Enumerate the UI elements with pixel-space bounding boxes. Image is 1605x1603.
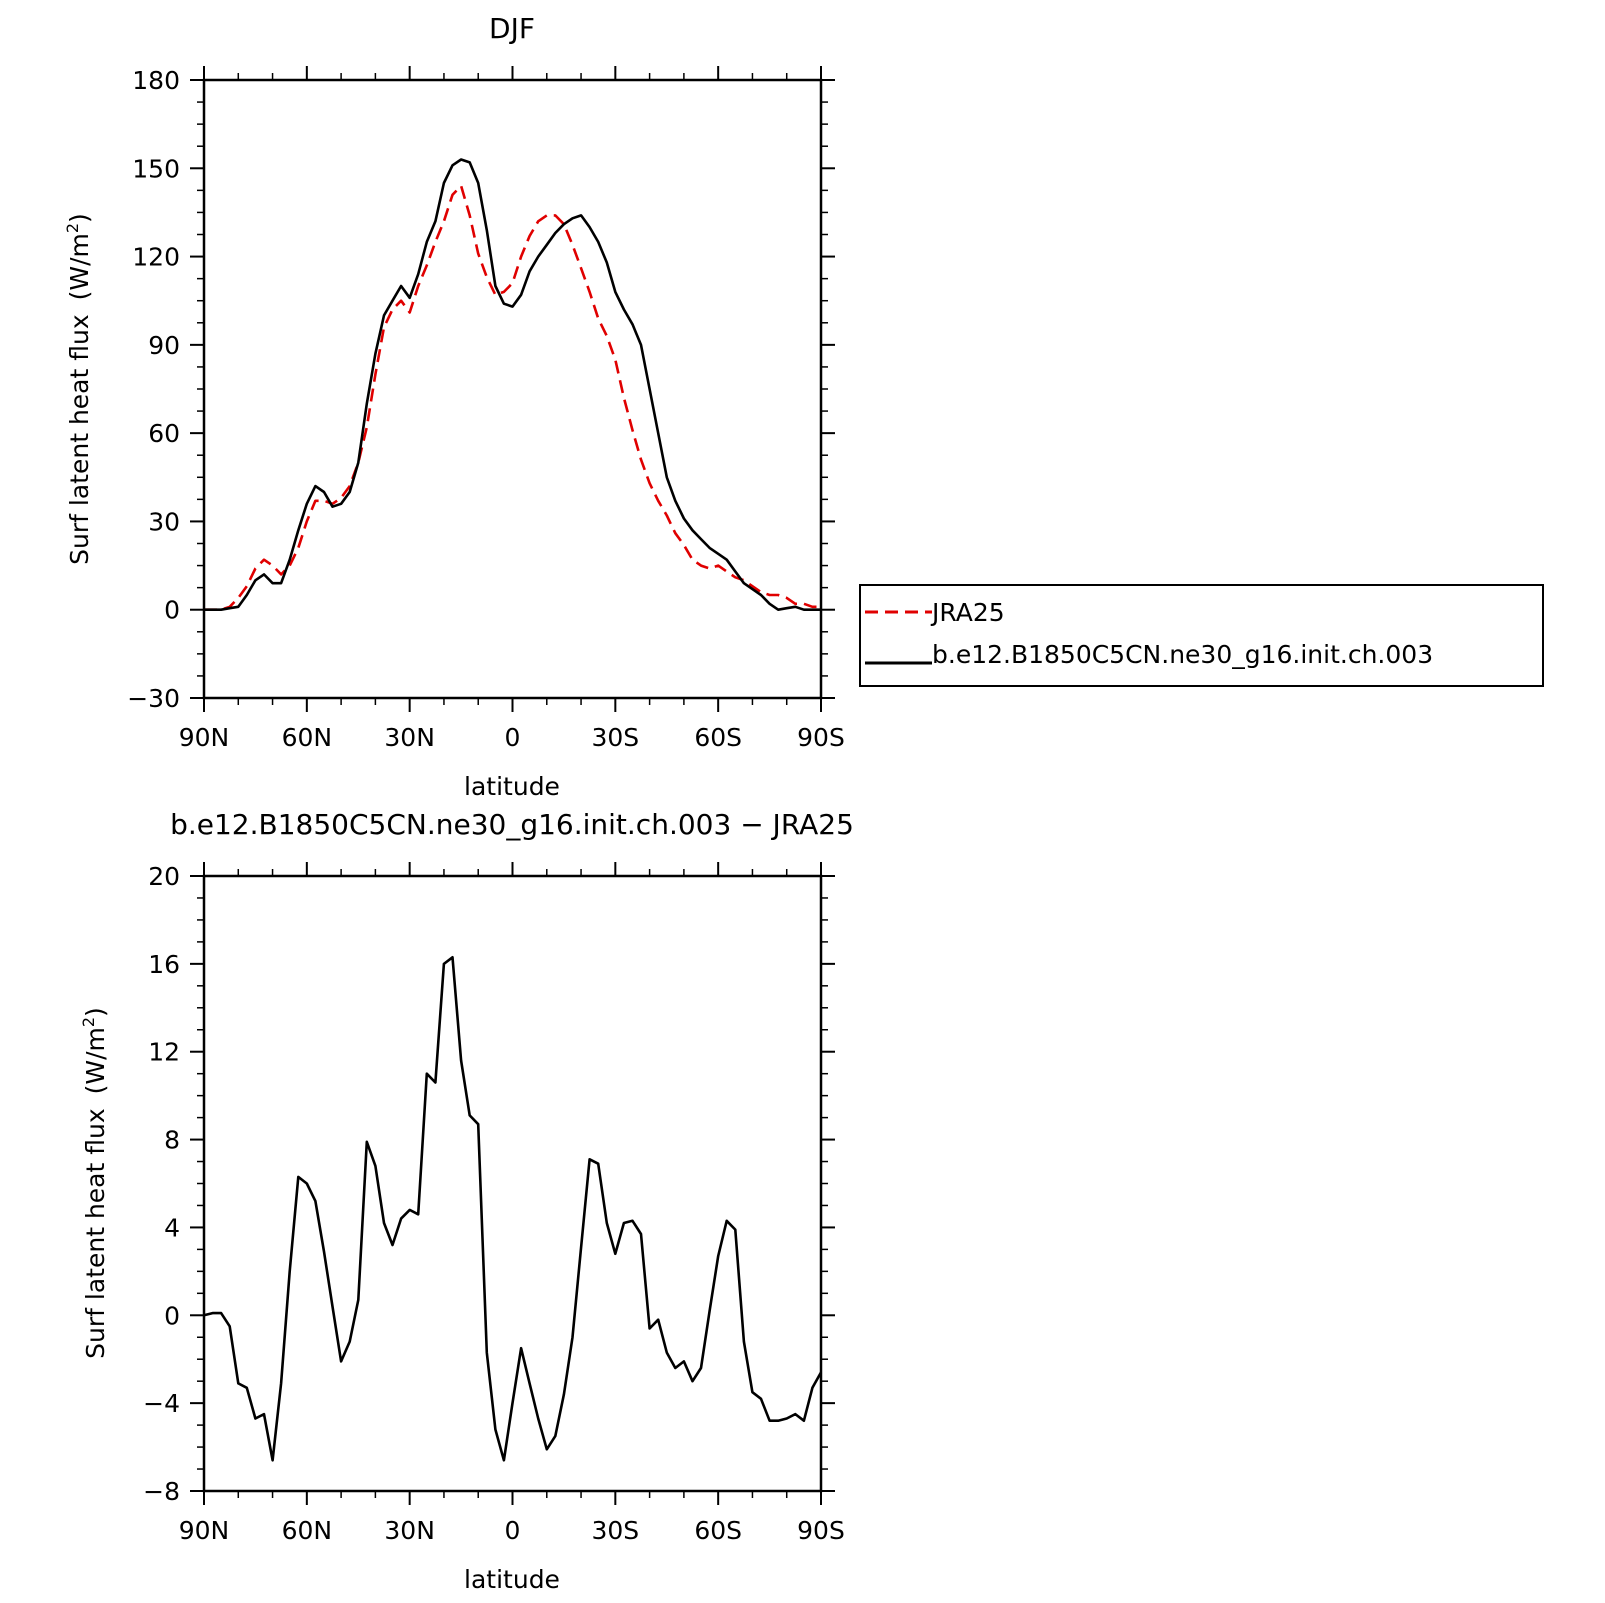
bottom-x-tick-label: 90S <box>797 1516 845 1545</box>
top-x-axis-label: latitude <box>464 772 560 801</box>
bottom-y-tick-label: 12 <box>148 1038 180 1067</box>
top-chart: DJF 90N 60N 30N 0 30S 60S 90S −30 0 30 60 90 120 150 1… <box>63 12 845 801</box>
top-y-axis-label-unit: (W/m <box>65 233 94 300</box>
top-y-tick-label: 150 <box>132 154 180 183</box>
bottom-series <box>203 955 823 1462</box>
legend-box <box>859 584 1544 687</box>
bottom-y-tick-label: −4 <box>143 1389 180 1418</box>
bottom-x-tick-label: 60N <box>282 1516 333 1545</box>
bottom-y-axis-label-close: ) <box>81 1007 110 1017</box>
top-y-tick-label: 90 <box>148 331 180 360</box>
bottom-y-tick-label: 16 <box>148 950 180 979</box>
bottom-chart-title: b.e12.B1850C5CN.ne30_g16.init.ch.003 − J… <box>170 808 854 841</box>
top-y-tick-label: 180 <box>132 66 180 95</box>
top-chart-title: DJF <box>489 12 535 45</box>
top-ticks: 90N 60N 30N 0 30S 60S 90S −30 0 30 60 90 120 150 180 <box>127 66 845 752</box>
legend-label-model: b.e12.B1850C5CN.ne30_g16.init.ch.003 <box>932 640 1433 669</box>
top-plot-frame <box>202 78 823 700</box>
bottom-y-tick-label: 20 <box>148 862 180 891</box>
top-x-tick-label: 30S <box>591 723 639 752</box>
top-y-axis-label-sup: 2 <box>63 223 82 233</box>
bottom-y-axis-label-unit: (W/m <box>81 1027 110 1094</box>
bottom-plot-frame <box>202 874 823 1493</box>
bottom-y-tick-label: 8 <box>164 1126 180 1155</box>
top-x-tick-label: 30N <box>384 723 435 752</box>
top-y-tick-label: 0 <box>164 596 180 625</box>
top-y-axis-label-name: Surf latent heat flux <box>65 314 94 564</box>
bottom-x-tick-label: 0 <box>505 1516 521 1545</box>
bottom-ticks: 90N 60N 30N 0 30S 60S 90S −8 −4 0 4 8 12 16 20 <box>143 862 845 1545</box>
top-y-tick-label: 30 <box>148 507 180 536</box>
top-x-tick-label: 90N <box>179 723 230 752</box>
top-series-line-1 <box>204 158 821 612</box>
top-x-tick-label: 60S <box>694 723 742 752</box>
bottom-x-tick-label: 90N <box>179 1516 230 1545</box>
top-x-tick-label: 0 <box>505 723 521 752</box>
legend: JRA25 b.e12.B1850C5CN.ne30_g16.init.ch.0… <box>859 584 1544 687</box>
bottom-y-axis-label-name: Surf latent heat flux <box>81 1108 110 1358</box>
bottom-x-tick-label: 60S <box>694 1516 742 1545</box>
top-x-tick-label: 90S <box>797 723 845 752</box>
top-x-tick-label: 60N <box>282 723 333 752</box>
bottom-y-tick-label: −8 <box>143 1477 180 1506</box>
top-y-tick-label: 60 <box>148 419 180 448</box>
bottom-series-line-0 <box>203 955 823 1462</box>
bottom-x-tick-label: 30N <box>384 1516 435 1545</box>
top-series-line-0 <box>204 184 821 612</box>
top-y-tick-label: 120 <box>132 243 180 272</box>
bottom-y-axis-label: Surf latent heat flux (W/m2) <box>79 1007 110 1359</box>
bottom-y-axis-label-sup: 2 <box>79 1017 98 1027</box>
top-series <box>204 158 821 612</box>
bottom-x-axis-label: latitude <box>464 1565 560 1594</box>
bottom-chart: b.e12.B1850C5CN.ne30_g16.init.ch.003 − J… <box>79 808 854 1594</box>
bottom-x-tick-label: 30S <box>591 1516 639 1545</box>
bottom-y-tick-label: 0 <box>164 1301 180 1330</box>
top-y-axis-label: Surf latent heat flux (W/m2) <box>63 213 94 565</box>
top-y-tick-label: −30 <box>127 684 180 713</box>
bottom-y-tick-label: 4 <box>164 1213 180 1242</box>
legend-label-jra25: JRA25 <box>930 598 1005 627</box>
top-y-axis-label-close: ) <box>65 213 94 223</box>
